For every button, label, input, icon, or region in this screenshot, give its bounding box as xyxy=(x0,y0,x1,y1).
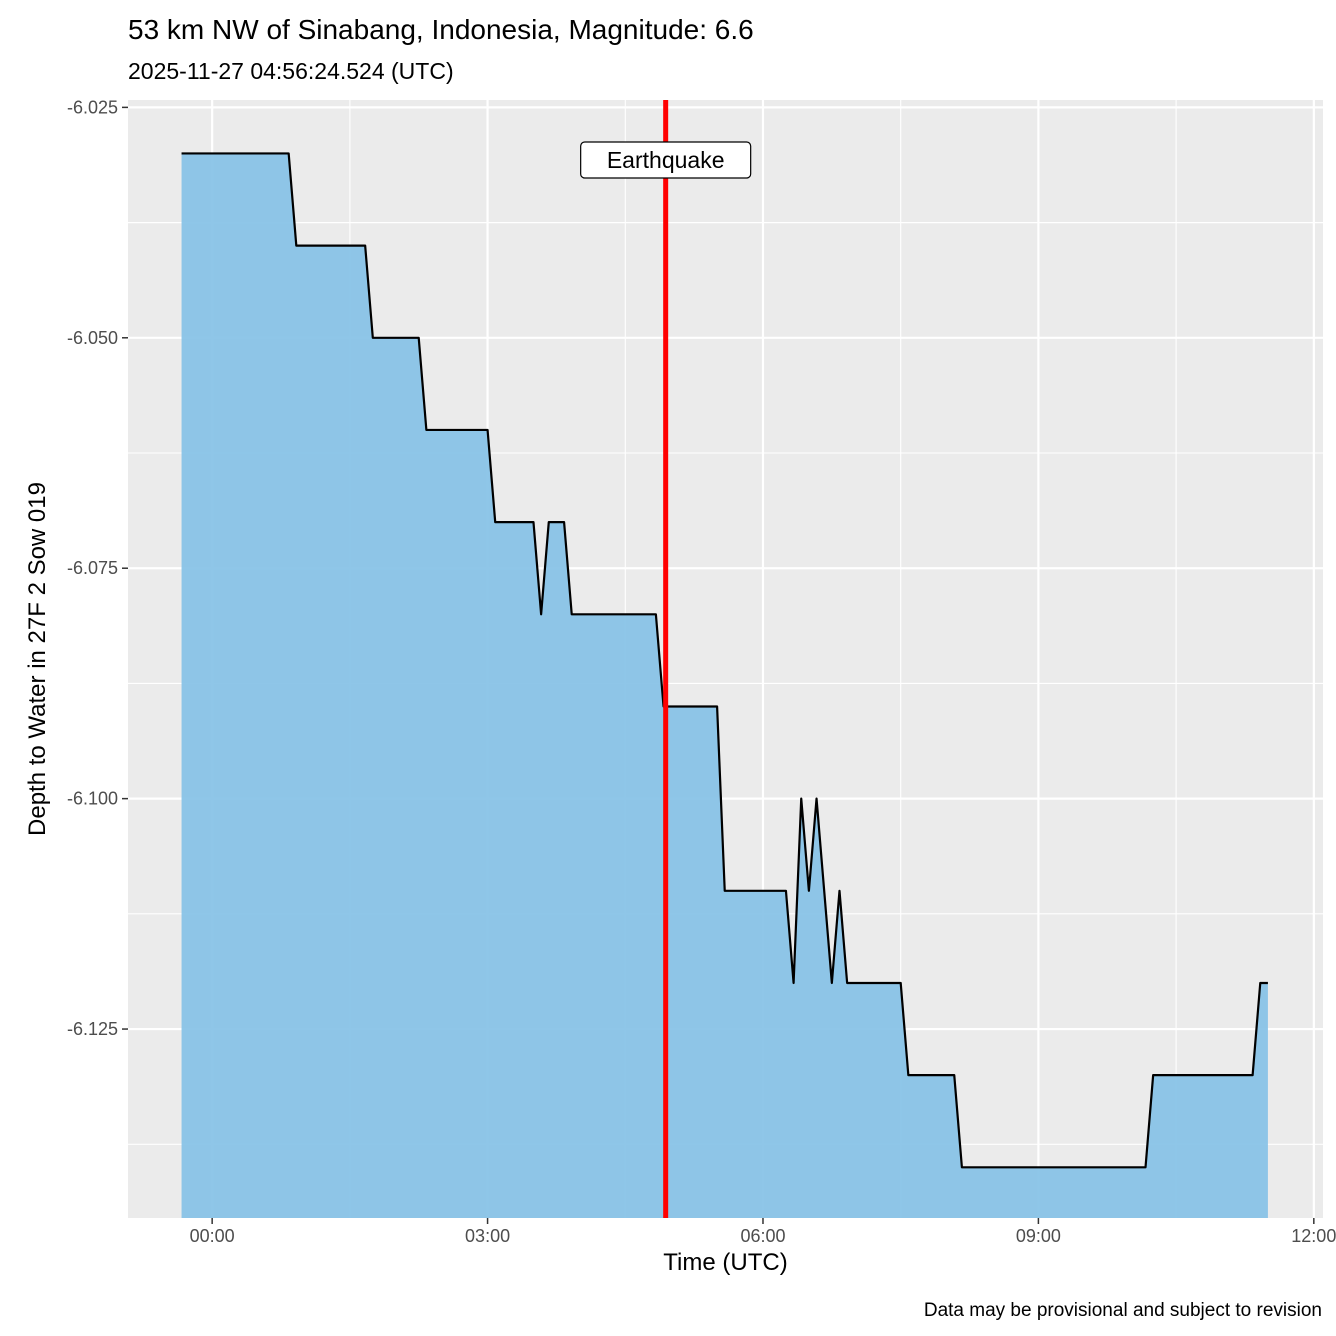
chart-title: 53 km NW of Sinabang, Indonesia, Magnitu… xyxy=(128,14,754,45)
chart-subtitle: 2025-11-27 04:56:24.524 (UTC) xyxy=(128,58,454,84)
caption: Data may be provisional and subject to r… xyxy=(923,1300,1322,1321)
y-tick-label: -6.050 xyxy=(67,328,118,348)
x-axis-label: Time (UTC) xyxy=(663,1249,788,1276)
x-tick-label: 03:00 xyxy=(465,1226,510,1246)
earthquake-label-box xyxy=(580,141,752,179)
y-tick-label: -6.125 xyxy=(67,1019,118,1039)
x-tick-label: 12:00 xyxy=(1291,1226,1336,1246)
x-tick-label: 06:00 xyxy=(740,1226,785,1246)
y-tick-label: -6.075 xyxy=(67,558,118,578)
x-tick-label: 00:00 xyxy=(190,1226,235,1246)
area-fill xyxy=(181,153,1268,1219)
data-line xyxy=(181,152,1268,1169)
y-tick-label: -6.025 xyxy=(67,97,118,117)
x-tick-label: 09:00 xyxy=(1016,1226,1061,1246)
earthquake-label: Earthquake xyxy=(607,147,725,173)
y-tick-label: -6.100 xyxy=(67,789,118,809)
